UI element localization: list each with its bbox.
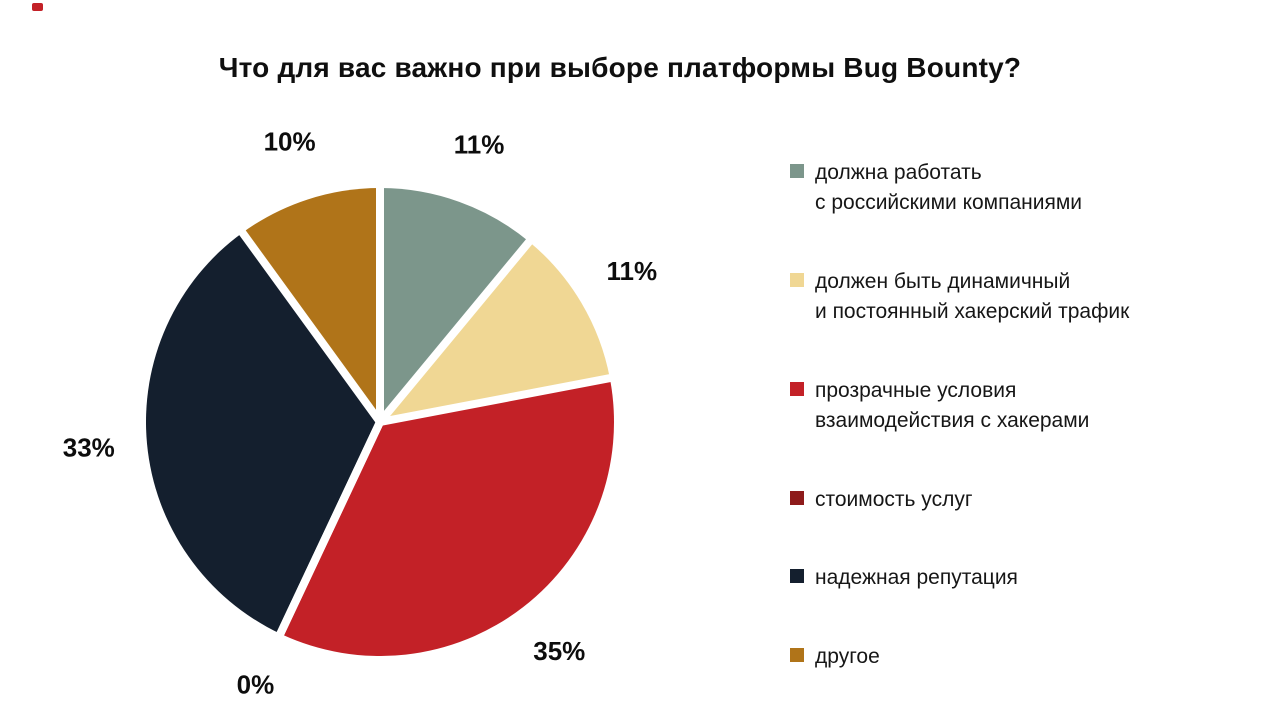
pie-slice-3: [280, 378, 614, 656]
pie-slice-2: [380, 241, 610, 422]
chart-title: Что для вас важно при выборе платформы B…: [218, 52, 1022, 83]
chart-legend: должна работать с российскими компаниями д…: [790, 158, 1230, 672]
legend-swatch: [790, 381, 804, 396]
corner-artifact: [32, 3, 43, 11]
legend-swatch: [790, 569, 804, 584]
legend-label: другое: [815, 644, 880, 668]
pie-slice-1: [380, 188, 530, 422]
pie-percent-label: 11%: [454, 130, 505, 160]
pie-slice-separator: [238, 229, 384, 425]
legend-label: должен быть динамичный и постоянный хакер…: [815, 269, 1130, 324]
pie-slice-separator: [379, 374, 612, 426]
pie-slice-5: [145, 232, 380, 634]
legend-item-1: должна работать с российскими компаниями: [790, 158, 1230, 219]
legend-swatch: [790, 272, 804, 287]
legend-swatch: [790, 164, 804, 178]
pie-percent-label: 35%: [533, 636, 585, 666]
legend-item-2: должен быть динамичный и постоянный хакер…: [790, 267, 1230, 328]
legend-item-4: стоимость услуг: [790, 485, 1230, 515]
pie-slice-separator: [276, 420, 384, 637]
pie-percent-label: 11%: [606, 256, 657, 286]
legend-item-5: надежная репутация: [790, 563, 1230, 593]
pie-percent-label: 10%: [264, 127, 316, 157]
legend-item-6: другое: [790, 642, 1230, 672]
legend-label: должна работать с российскими компаниями: [815, 161, 1083, 215]
pie-percent-label: 0%: [237, 670, 275, 700]
pie-slice-separator: [376, 238, 533, 425]
legend-swatch: [790, 647, 804, 662]
pie-percent-label: 33%: [63, 432, 115, 462]
legend-label: надежная репутация: [815, 566, 1018, 590]
legend-label: прозрачные условия взаимодействия с хакер…: [815, 378, 1090, 433]
pie-slice-6: [242, 188, 380, 422]
legend-swatch: [790, 490, 804, 505]
legend-item-3: прозрачные условия взаимодействия с хакер…: [790, 376, 1230, 437]
legend-label: стоимость услуг: [815, 487, 973, 511]
